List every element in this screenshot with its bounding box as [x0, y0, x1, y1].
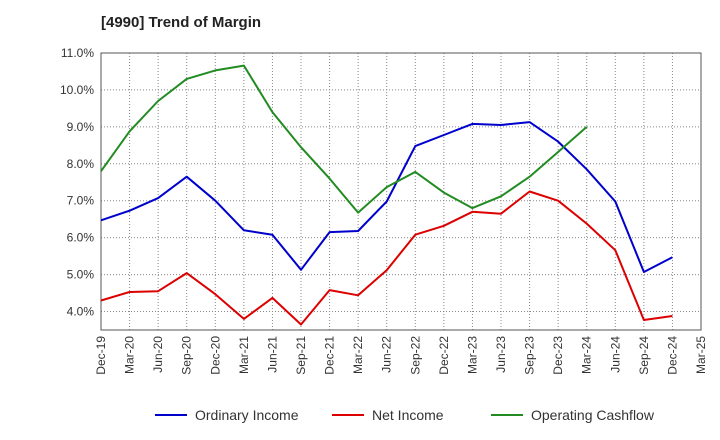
- legend-label-operating-cashflow: Operating Cashflow: [531, 407, 655, 423]
- plot-frame: [100, 52, 702, 331]
- x-tick-label: Dec-19: [94, 336, 108, 375]
- x-tick-label: Dec-20: [208, 336, 222, 375]
- series-layer: [100, 64, 673, 326]
- x-tick-label: Dec-21: [323, 336, 337, 375]
- x-tick-label: Jun-20: [151, 336, 165, 373]
- chart-title: [4990] Trend of Margin: [101, 14, 262, 31]
- x-tick-label: Mar-20: [123, 336, 137, 374]
- y-axis-ticks: 4.0% 5.0% 6.0% 7.0% 8.0% 9.0% 10.0% 11.0%: [60, 46, 94, 319]
- x-tick-label: Dec-22: [437, 336, 451, 375]
- y-tick-label: 4.0%: [67, 305, 95, 319]
- y-tick-label: 8.0%: [67, 157, 95, 171]
- x-tick-label: Jun-24: [608, 336, 622, 373]
- legend: Ordinary Income Net Income Operating Cashf…: [155, 407, 655, 423]
- x-tick-label: Mar-23: [465, 336, 479, 374]
- x-tick-label: Mar-25: [694, 336, 708, 374]
- x-tick-label: Mar-22: [351, 336, 365, 374]
- x-tick-label: Dec-24: [665, 336, 679, 375]
- x-tick-label: Sep-21: [294, 336, 308, 375]
- x-axis-ticks: Dec-19 Mar-20 Jun-20 Sep-20 Dec-20 Mar-21 Jun-…: [94, 336, 708, 375]
- x-tick-label: Jun-22: [380, 336, 394, 373]
- y-tick-label: 7.0%: [67, 194, 95, 208]
- x-tick-label: Dec-23: [551, 336, 565, 375]
- y-tick-label: 10.0%: [60, 83, 94, 97]
- grid-layer: [101, 53, 701, 330]
- x-tick-label: Mar-24: [580, 336, 594, 374]
- legend-label-ordinary-income: Ordinary Income: [195, 407, 299, 423]
- y-tick-label: 5.0%: [67, 268, 95, 282]
- legend-label-net-income: Net Income: [372, 407, 444, 423]
- series-line-operating-cashflow: [100, 64, 588, 214]
- x-tick-label: Sep-20: [180, 336, 194, 375]
- x-tick-label: Sep-22: [408, 336, 422, 375]
- x-tick-label: Jun-23: [494, 336, 508, 373]
- y-tick-label: 6.0%: [67, 231, 95, 245]
- x-tick-label: Sep-24: [637, 336, 651, 375]
- x-tick-label: Sep-23: [523, 336, 537, 375]
- x-tick-label: Jun-21: [265, 336, 279, 373]
- x-tick-label: Mar-21: [237, 336, 251, 374]
- y-tick-label: 11.0%: [61, 46, 94, 60]
- y-tick-label: 9.0%: [67, 120, 95, 134]
- series-line-net-income: [100, 190, 673, 326]
- series-line-ordinary-income: [100, 121, 673, 273]
